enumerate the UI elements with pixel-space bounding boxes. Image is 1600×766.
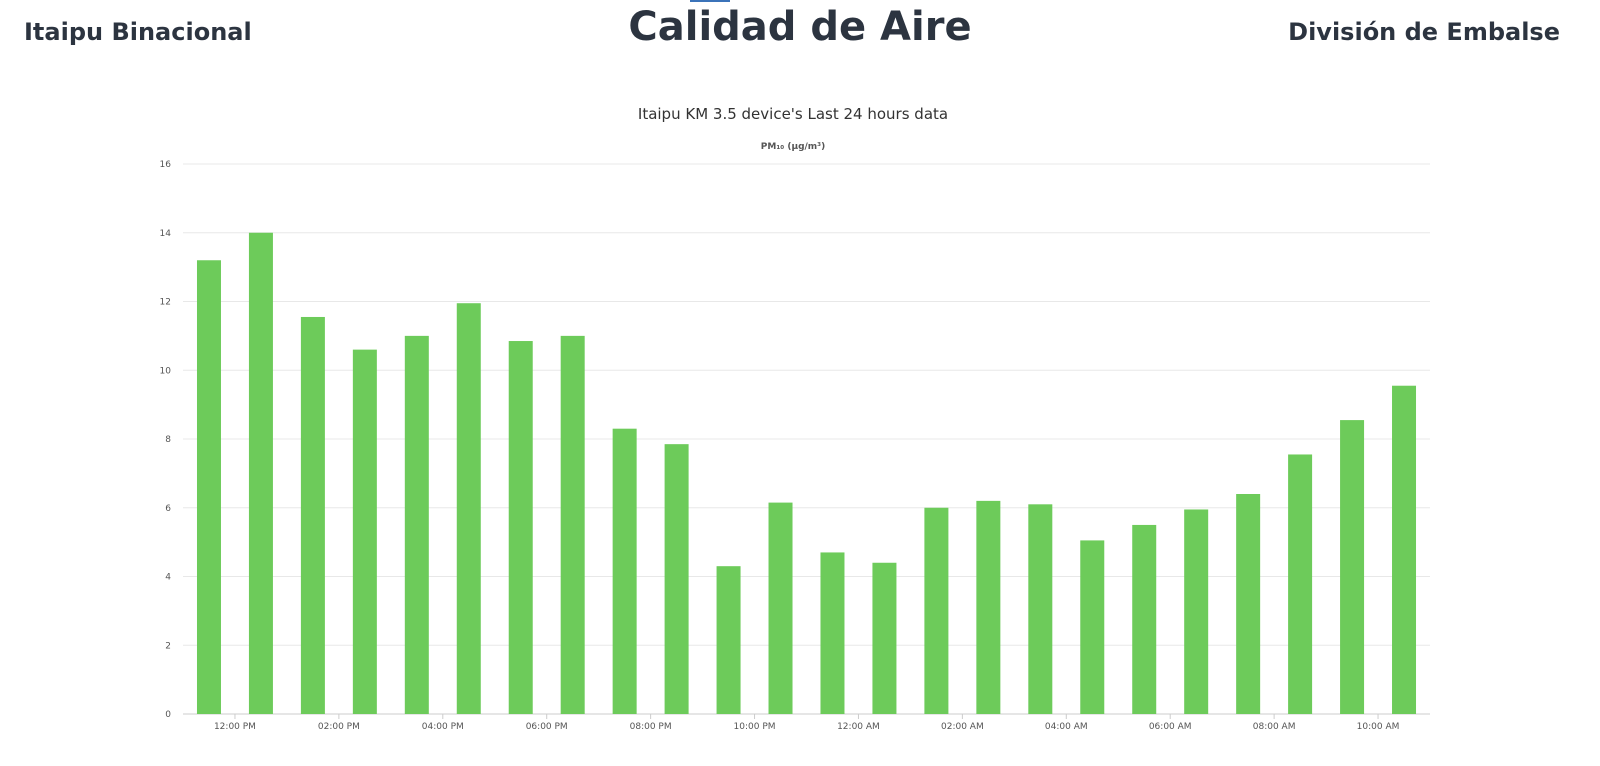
bar[interactable] (300, 316, 325, 714)
bar[interactable] (768, 502, 793, 714)
bar[interactable] (1236, 494, 1261, 714)
x-tick-label: 06:00 AM (1149, 722, 1192, 732)
x-tick-label: 12:00 AM (837, 722, 880, 732)
bar[interactable] (560, 335, 585, 714)
y-tick-label: 2 (165, 641, 171, 651)
division-title: División de Embalse (1288, 18, 1560, 46)
bar[interactable] (456, 303, 481, 714)
y-tick-label: 16 (160, 160, 172, 170)
x-tick-label: 08:00 AM (1253, 722, 1296, 732)
bars (196, 232, 1417, 714)
y-tick-label: 10 (160, 366, 172, 376)
bar[interactable] (1340, 420, 1365, 714)
y-tick-label: 6 (165, 504, 171, 514)
bar[interactable] (404, 335, 429, 714)
bar[interactable] (248, 232, 273, 714)
pm10-bar-chart: Itaipu KM 3.5 device's Last 24 hours dat… (160, 105, 1430, 732)
bar[interactable] (1028, 504, 1053, 714)
bar[interactable] (1132, 524, 1157, 714)
org-title: Itaipu Binacional (24, 18, 252, 46)
x-tick-label: 02:00 PM (318, 722, 360, 732)
bar[interactable] (508, 341, 533, 714)
top-tab-indicator (690, 0, 730, 2)
chart-title: Itaipu KM 3.5 device's Last 24 hours dat… (638, 105, 948, 123)
bar[interactable] (612, 428, 637, 714)
y-tick-label: 14 (160, 229, 172, 239)
x-tick-label: 10:00 AM (1357, 722, 1400, 732)
bar[interactable] (872, 562, 897, 714)
bar[interactable] (1184, 509, 1209, 714)
bar[interactable] (1392, 385, 1417, 714)
y-tick-label: 0 (165, 710, 171, 720)
y-tick-label: 4 (165, 573, 171, 583)
bar[interactable] (664, 444, 689, 714)
x-tick-label: 06:00 PM (526, 722, 568, 732)
chart-subtitle: PM₁₀ (µg/m³) (761, 142, 825, 152)
x-axis-ticks: 12:00 PM 02:00 PM 04:00 PM 06:00 PM 08:00 PM… (214, 714, 1399, 732)
page-title: Calidad de Aire (628, 4, 972, 50)
bar[interactable] (976, 500, 1001, 714)
x-tick-label: 10:00 PM (734, 722, 776, 732)
x-tick-label: 04:00 AM (1045, 722, 1088, 732)
y-tick-label: 12 (160, 298, 171, 308)
grid-lines (183, 163, 1430, 715)
x-tick-label: 12:00 PM (214, 722, 256, 732)
x-tick-label: 02:00 AM (941, 722, 984, 732)
bar[interactable] (1080, 540, 1105, 714)
bar[interactable] (820, 552, 845, 714)
bar[interactable] (352, 349, 377, 714)
bar[interactable] (1288, 454, 1313, 714)
x-tick-label: 08:00 PM (630, 722, 672, 732)
bar[interactable] (924, 507, 949, 714)
y-tick-label: 8 (165, 435, 171, 445)
bar[interactable] (716, 566, 741, 714)
y-axis-ticks: 0 2 4 6 8 10 12 14 16 (160, 160, 172, 720)
bar[interactable] (196, 260, 221, 714)
x-tick-label: 04:00 PM (422, 722, 464, 732)
